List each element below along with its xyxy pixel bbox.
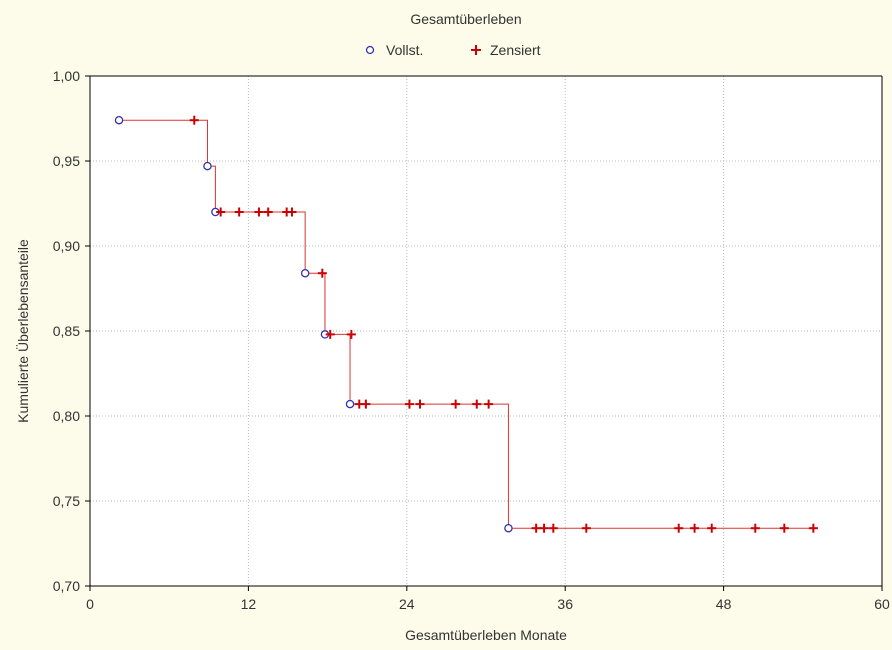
- censored-marker: [707, 523, 717, 533]
- censored-marker: [779, 523, 789, 533]
- complete-event-marker: [114, 115, 124, 125]
- y-tick-label: 0,85: [53, 323, 80, 339]
- legend-marker-censored: [471, 45, 481, 55]
- x-tick-label: 24: [399, 596, 415, 612]
- complete-event-marker: [300, 268, 310, 278]
- y-tick-label: 0,90: [53, 238, 80, 254]
- censored-marker: [548, 523, 558, 533]
- complete-event-marker: [504, 523, 513, 533]
- x-tick-label: 60: [874, 596, 890, 612]
- complete-event-marker: [345, 399, 355, 409]
- censored-marker: [325, 329, 335, 339]
- x-axis-ticks: 0 12 24 36 48 60: [86, 586, 890, 612]
- censored-marker: [415, 399, 425, 409]
- censored-marker: [404, 399, 414, 409]
- censored-marker: [234, 207, 244, 217]
- censored-marker: [317, 268, 327, 278]
- censored-marker: [674, 523, 684, 533]
- censored-marker: [287, 207, 297, 217]
- censored-marker: [808, 523, 818, 533]
- x-tick-label: 0: [86, 596, 94, 612]
- y-tick-label: 0,70: [53, 578, 80, 594]
- censored-marker: [539, 523, 549, 533]
- censored-marker: [750, 523, 760, 533]
- legend-label-complete: Vollst.: [386, 42, 423, 58]
- legend-marker-complete: [365, 45, 375, 55]
- data-markers: [114, 115, 818, 533]
- y-tick-label: 1,00: [53, 68, 80, 84]
- complete-event-marker: [203, 161, 212, 171]
- censored-marker: [451, 399, 461, 409]
- y-axis-ticks: 0,70 0,75 0,80 0,85 0,90 0,95 1,00: [53, 68, 90, 594]
- y-axis-label: Kumulierte Überlebensanteile: [14, 239, 31, 423]
- y-tick-label: 0,95: [53, 153, 80, 169]
- censored-marker: [361, 399, 371, 409]
- censored-marker: [581, 523, 591, 533]
- x-tick-label: 48: [716, 596, 732, 612]
- legend-label-censored: Zensiert: [490, 42, 541, 58]
- censored-marker: [216, 207, 226, 217]
- censored-marker: [531, 523, 541, 533]
- censored-marker: [484, 399, 494, 409]
- censored-marker: [263, 207, 273, 217]
- censored-marker: [472, 399, 482, 409]
- y-tick-label: 0,80: [53, 408, 80, 424]
- chart-title: Gesamtüberleben: [410, 11, 521, 27]
- censored-marker: [346, 329, 356, 339]
- y-tick-label: 0,75: [53, 493, 80, 509]
- censored-marker: [690, 523, 700, 533]
- x-tick-label: 12: [241, 596, 257, 612]
- censored-marker: [189, 115, 199, 125]
- legend: Vollst. Zensiert: [365, 42, 541, 58]
- censored-marker: [254, 207, 264, 217]
- x-axis-label: Gesamtüberleben Monate: [405, 627, 567, 643]
- x-tick-label: 36: [557, 596, 573, 612]
